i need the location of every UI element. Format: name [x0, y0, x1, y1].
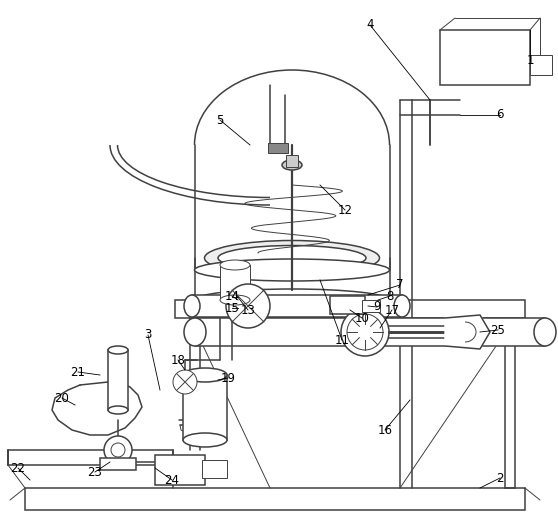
- Bar: [155, 455, 205, 485]
- Text: 5: 5: [217, 114, 224, 126]
- Bar: [362, 300, 380, 312]
- Ellipse shape: [195, 289, 389, 311]
- Text: 11: 11: [334, 333, 349, 347]
- Text: 8: 8: [386, 289, 394, 303]
- Ellipse shape: [195, 259, 389, 281]
- Text: 3: 3: [145, 329, 152, 341]
- Ellipse shape: [220, 260, 250, 270]
- Ellipse shape: [534, 318, 556, 346]
- Ellipse shape: [183, 368, 227, 382]
- Text: 7: 7: [396, 278, 404, 292]
- Bar: [530, 55, 552, 75]
- Ellipse shape: [394, 295, 410, 317]
- Circle shape: [226, 284, 270, 328]
- Ellipse shape: [108, 406, 128, 414]
- Text: 15: 15: [224, 302, 239, 314]
- Bar: [268, 143, 288, 153]
- Text: 1: 1: [526, 54, 534, 66]
- Bar: [175, 300, 525, 318]
- Text: 22: 22: [11, 461, 26, 475]
- Bar: [100, 458, 136, 470]
- Bar: [330, 296, 365, 314]
- Text: 21: 21: [70, 365, 85, 379]
- Circle shape: [347, 314, 383, 350]
- Ellipse shape: [204, 241, 379, 276]
- Ellipse shape: [184, 295, 200, 317]
- Bar: [220, 265, 250, 300]
- Text: 13: 13: [240, 304, 256, 316]
- Text: 10: 10: [354, 312, 369, 324]
- Polygon shape: [445, 315, 490, 349]
- Bar: [192, 295, 402, 317]
- Circle shape: [111, 443, 125, 457]
- Bar: [286, 155, 298, 167]
- Text: 23: 23: [88, 466, 103, 478]
- Bar: [202, 460, 227, 478]
- Bar: [195, 318, 545, 346]
- Text: 25: 25: [490, 323, 506, 337]
- Text: 4: 4: [366, 19, 374, 31]
- Text: 9: 9: [373, 301, 381, 313]
- Ellipse shape: [282, 160, 302, 170]
- Text: 24: 24: [165, 474, 180, 486]
- Ellipse shape: [108, 346, 128, 354]
- Bar: [108, 350, 128, 410]
- Ellipse shape: [184, 318, 206, 346]
- Circle shape: [341, 308, 389, 356]
- Bar: [25, 488, 525, 510]
- Text: 20: 20: [55, 391, 69, 405]
- Text: 12: 12: [338, 203, 353, 217]
- Ellipse shape: [220, 295, 250, 305]
- Text: 2: 2: [496, 472, 504, 484]
- Text: 19: 19: [220, 372, 235, 384]
- Text: 6: 6: [496, 108, 504, 122]
- Bar: [183, 375, 227, 440]
- Text: 17: 17: [384, 304, 400, 316]
- Bar: [8, 450, 173, 465]
- Bar: [440, 30, 530, 85]
- Text: 14: 14: [224, 289, 239, 303]
- Text: 18: 18: [171, 354, 185, 366]
- Circle shape: [104, 436, 132, 464]
- Ellipse shape: [183, 433, 227, 447]
- Circle shape: [173, 370, 197, 394]
- Ellipse shape: [218, 245, 366, 270]
- Text: 16: 16: [378, 424, 392, 436]
